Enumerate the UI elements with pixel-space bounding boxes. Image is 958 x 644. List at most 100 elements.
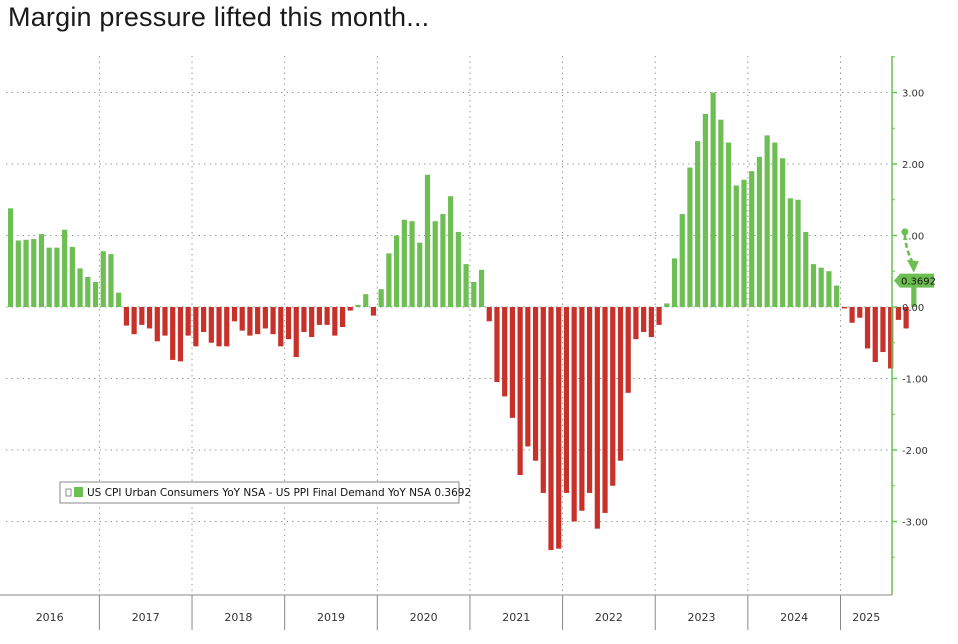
x-tick-label: 2024 [780, 611, 808, 624]
legend: US CPI Urban Consumers YoY NSA - US PPI … [59, 481, 471, 504]
bar [463, 264, 469, 307]
bar [139, 307, 145, 325]
bar [224, 307, 230, 347]
bar [54, 247, 60, 307]
bar [725, 142, 732, 307]
y-tick-label: -3.00 [902, 518, 928, 529]
bar [679, 214, 685, 307]
bar [579, 307, 585, 511]
bar [208, 307, 214, 343]
last-value-box [894, 273, 934, 288]
bar [255, 307, 261, 335]
bar [38, 234, 45, 307]
bar [756, 156, 763, 307]
legend-box [59, 481, 460, 504]
bar [146, 307, 153, 329]
bar-series [8, 92, 917, 551]
last-value-label: 0.3692 [901, 277, 936, 288]
bar [509, 307, 515, 418]
annotation-start-dot [901, 228, 909, 236]
bar [46, 247, 52, 307]
bar [177, 307, 184, 362]
x-tick-label: 2023 [688, 611, 716, 624]
bar [872, 307, 878, 363]
y-tick-label: -2.00 [902, 446, 928, 457]
bar [401, 219, 407, 307]
bar [502, 307, 508, 397]
bar [540, 307, 546, 493]
bar [108, 254, 114, 307]
y-tick-label: 0.00 [902, 303, 924, 314]
bar [69, 246, 75, 307]
bar [293, 307, 299, 358]
bar [301, 307, 307, 333]
bar [517, 307, 523, 476]
bar [262, 307, 268, 329]
bar [309, 307, 315, 338]
bar [733, 185, 739, 307]
bar [864, 307, 871, 349]
bar [587, 307, 593, 493]
bar [31, 239, 37, 307]
bar [239, 307, 245, 331]
bar [841, 307, 847, 309]
bar [594, 307, 600, 529]
x-tick-label: 2016 [36, 611, 64, 624]
annotation-layer: 0.3692 [894, 228, 936, 288]
bar [494, 307, 500, 383]
bar [170, 307, 176, 360]
bar [363, 294, 369, 307]
bar [394, 235, 400, 307]
bar [131, 307, 137, 335]
y-tick-label: 1.00 [902, 232, 924, 243]
x-tick-label: 2019 [317, 611, 345, 624]
bar [193, 307, 199, 347]
bar [633, 307, 639, 340]
bar [895, 307, 901, 320]
bar [695, 141, 701, 307]
bar [216, 307, 222, 347]
bar [911, 280, 917, 307]
bar [285, 307, 292, 340]
legend-checkbox-icon [65, 488, 72, 497]
bar [687, 167, 693, 307]
bar [525, 307, 531, 447]
bar [8, 208, 14, 307]
y-tick-label: 2.00 [902, 160, 924, 171]
bar [648, 307, 654, 338]
chart-headline: Margin pressure lifted this month... [8, 2, 430, 32]
bar [100, 251, 106, 307]
y-tick-label: 3.00 [902, 89, 924, 100]
bar [355, 304, 361, 308]
y-tick-label: -1.00 [902, 375, 928, 386]
x-tick-label: 2021 [502, 611, 530, 624]
bar [880, 307, 886, 353]
x-axis: 2016 2017 2018 2019 2020 2021 2022 2023 2024 2025 [0, 594, 892, 630]
bar [772, 142, 778, 307]
bar [424, 174, 431, 307]
bar [602, 307, 608, 513]
bar [478, 269, 485, 307]
bar [23, 239, 29, 307]
grid-lines [6, 56, 892, 595]
bar [15, 240, 21, 307]
bar [548, 307, 554, 551]
bar [903, 307, 909, 329]
bar [62, 229, 68, 307]
legend-swatch [74, 487, 83, 497]
bar [571, 307, 577, 522]
bar [764, 135, 770, 307]
bar [803, 231, 809, 308]
bar [888, 307, 894, 369]
bar [231, 307, 238, 322]
bar [532, 307, 539, 461]
bar [656, 307, 662, 325]
bar [123, 307, 129, 326]
bar [116, 292, 122, 307]
bar [702, 113, 708, 307]
bar [749, 171, 755, 307]
bar [471, 281, 477, 307]
bar [671, 258, 678, 307]
bar [278, 307, 284, 347]
